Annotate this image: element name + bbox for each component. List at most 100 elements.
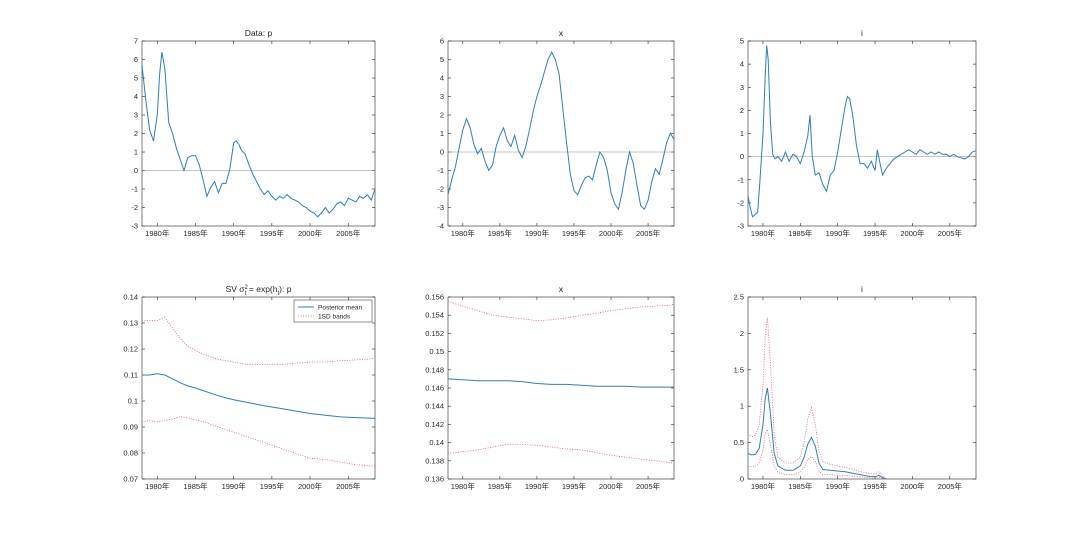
x-tick-label: 1990年 — [525, 228, 550, 238]
x-tick-label: 1995年 — [562, 228, 587, 238]
y-tick-label: 2 — [740, 106, 744, 115]
panel-data-x: x -4 -3 -2 -1 0 1 2 3 4 5 6 1980年 1985年 1990年 1995年 2000… — [437, 28, 675, 238]
axes-box — [747, 40, 977, 227]
x-tick-label: 1980年 — [451, 228, 476, 238]
x-tick-label: 1985年 — [183, 481, 208, 491]
y-tick-label: 0.156 — [425, 293, 444, 302]
y-tick-label: -2 — [437, 185, 444, 194]
x-tick-label: 2005年 — [336, 481, 361, 491]
y-tick-label: 5 — [440, 55, 444, 64]
legend-label: 1SD bands — [318, 313, 351, 320]
chart-title: Data: p — [245, 28, 273, 38]
y-tick-label: 0.08 — [123, 449, 138, 458]
x-tick-label: 1980年 — [751, 228, 776, 238]
y-tick-label: 5 — [740, 37, 744, 46]
x-tick-label: 1985年 — [788, 228, 813, 238]
y-tick-label: 0 — [740, 475, 744, 484]
band-line — [747, 317, 887, 480]
x-tick-label: 1980年 — [145, 481, 170, 491]
chart-title: SV σ2 t = exp(ht): p — [226, 284, 292, 297]
y-tick-label: 0.09 — [123, 423, 138, 432]
chart-title: i — [861, 28, 863, 38]
y-tick-label: 2 — [440, 111, 444, 120]
panel-sv-p: SV σ2 t = exp(ht): p 0.07 0.08 0.09 0.1 0.11 0.… — [123, 284, 376, 491]
y-tick-label: 1 — [440, 129, 444, 138]
y-tick-label: 0.11 — [124, 371, 138, 380]
y-tick-label: 0.154 — [425, 311, 444, 320]
y-tick-label: 0 — [134, 166, 138, 175]
x-tick-label: 1990年 — [222, 228, 247, 238]
x-tick-label: 1995年 — [562, 481, 587, 491]
y-tick-label: -3 — [437, 203, 444, 212]
y-tick-label: 0.136 — [425, 475, 444, 484]
y-tick-label: 2 — [740, 329, 744, 338]
y-tick-label: 0.14 — [429, 438, 444, 447]
y-tick-label: 0.148 — [425, 365, 444, 374]
x-tick-label: 1995年 — [260, 228, 285, 238]
band-line — [748, 428, 887, 480]
x-tick-label: 2005年 — [636, 481, 661, 491]
y-tick-label: 0 — [440, 148, 444, 157]
series-line — [141, 52, 376, 218]
x-tick-label: 1980年 — [751, 481, 776, 491]
x-tick-label: 1995年 — [260, 481, 285, 491]
x-tick-label: 1990年 — [222, 481, 247, 491]
y-tick-label: 3 — [740, 83, 744, 92]
legend-label: Posterior mean — [318, 304, 362, 311]
x-tick-label: 1980年 — [145, 228, 170, 238]
x-tick-label: 2000年 — [599, 228, 624, 238]
y-tick-label: 0.152 — [425, 329, 444, 338]
y-tick-label: -4 — [437, 222, 444, 231]
x-tick-label: 2005年 — [938, 228, 963, 238]
panel-data-i: i -3 -2 -1 0 1 2 3 4 5 1980年 1985年 1990年 1995年 2000年 20… — [737, 28, 977, 238]
legend: Posterior mean 1SD bands — [293, 299, 373, 323]
axes-box — [747, 296, 977, 480]
series-line — [447, 50, 675, 211]
x-tick-label: 2000年 — [298, 481, 323, 491]
x-tick-label: 1995年 — [863, 228, 888, 238]
y-tick-label: 6 — [440, 37, 444, 46]
y-tick-label: 3 — [134, 111, 138, 120]
y-tick-label: 0.12 — [123, 345, 138, 354]
y-tick-label: 5 — [134, 74, 138, 83]
series-line — [142, 373, 376, 419]
axes-box — [447, 40, 675, 227]
y-tick-label: 0.144 — [425, 402, 444, 411]
x-tick-label: 1990年 — [826, 228, 851, 238]
chart-title: i — [861, 284, 863, 294]
x-tick-label: 2000年 — [298, 228, 323, 238]
x-tick-label: 1995年 — [863, 481, 888, 491]
chart-title: x — [559, 28, 564, 38]
x-tick-label: 1980年 — [451, 481, 476, 491]
band-line — [447, 443, 675, 464]
y-tick-label: 7 — [134, 37, 138, 46]
y-tick-label: 1 — [134, 148, 138, 157]
x-tick-label: 2000年 — [900, 481, 925, 491]
band-line — [142, 317, 376, 366]
y-tick-label: 6 — [134, 55, 138, 64]
y-tick-label: 0.146 — [425, 384, 444, 393]
y-tick-label: 4 — [440, 74, 444, 83]
series-line — [747, 45, 977, 218]
y-tick-label: 2 — [134, 129, 138, 138]
y-tick-label: 0.13 — [123, 319, 138, 328]
y-tick-label: -3 — [131, 222, 138, 231]
y-tick-label: -2 — [131, 203, 138, 212]
y-tick-label: 2.5 — [734, 293, 744, 302]
y-tick-label: 0.142 — [425, 420, 444, 429]
y-tick-label: -2 — [737, 198, 744, 207]
x-tick-label: 2005年 — [938, 481, 963, 491]
x-tick-label: 2005年 — [336, 228, 361, 238]
y-tick-label: 0.138 — [425, 456, 444, 465]
y-tick-label: 0 — [740, 152, 744, 161]
y-tick-label: 0.07 — [123, 475, 138, 484]
panel-sv-i: i 0 0.5 1 1.5 2 2.5 1980年 1985年 1990年 1995年 2000年 20… — [734, 284, 977, 491]
x-tick-label: 2000年 — [599, 481, 624, 491]
y-tick-label: -3 — [737, 222, 744, 231]
y-tick-label: 1 — [740, 129, 744, 138]
y-tick-label: 1.5 — [734, 365, 744, 374]
x-tick-label: 2005年 — [636, 228, 661, 238]
legend-box — [293, 299, 373, 323]
chart-title: x — [559, 284, 564, 294]
